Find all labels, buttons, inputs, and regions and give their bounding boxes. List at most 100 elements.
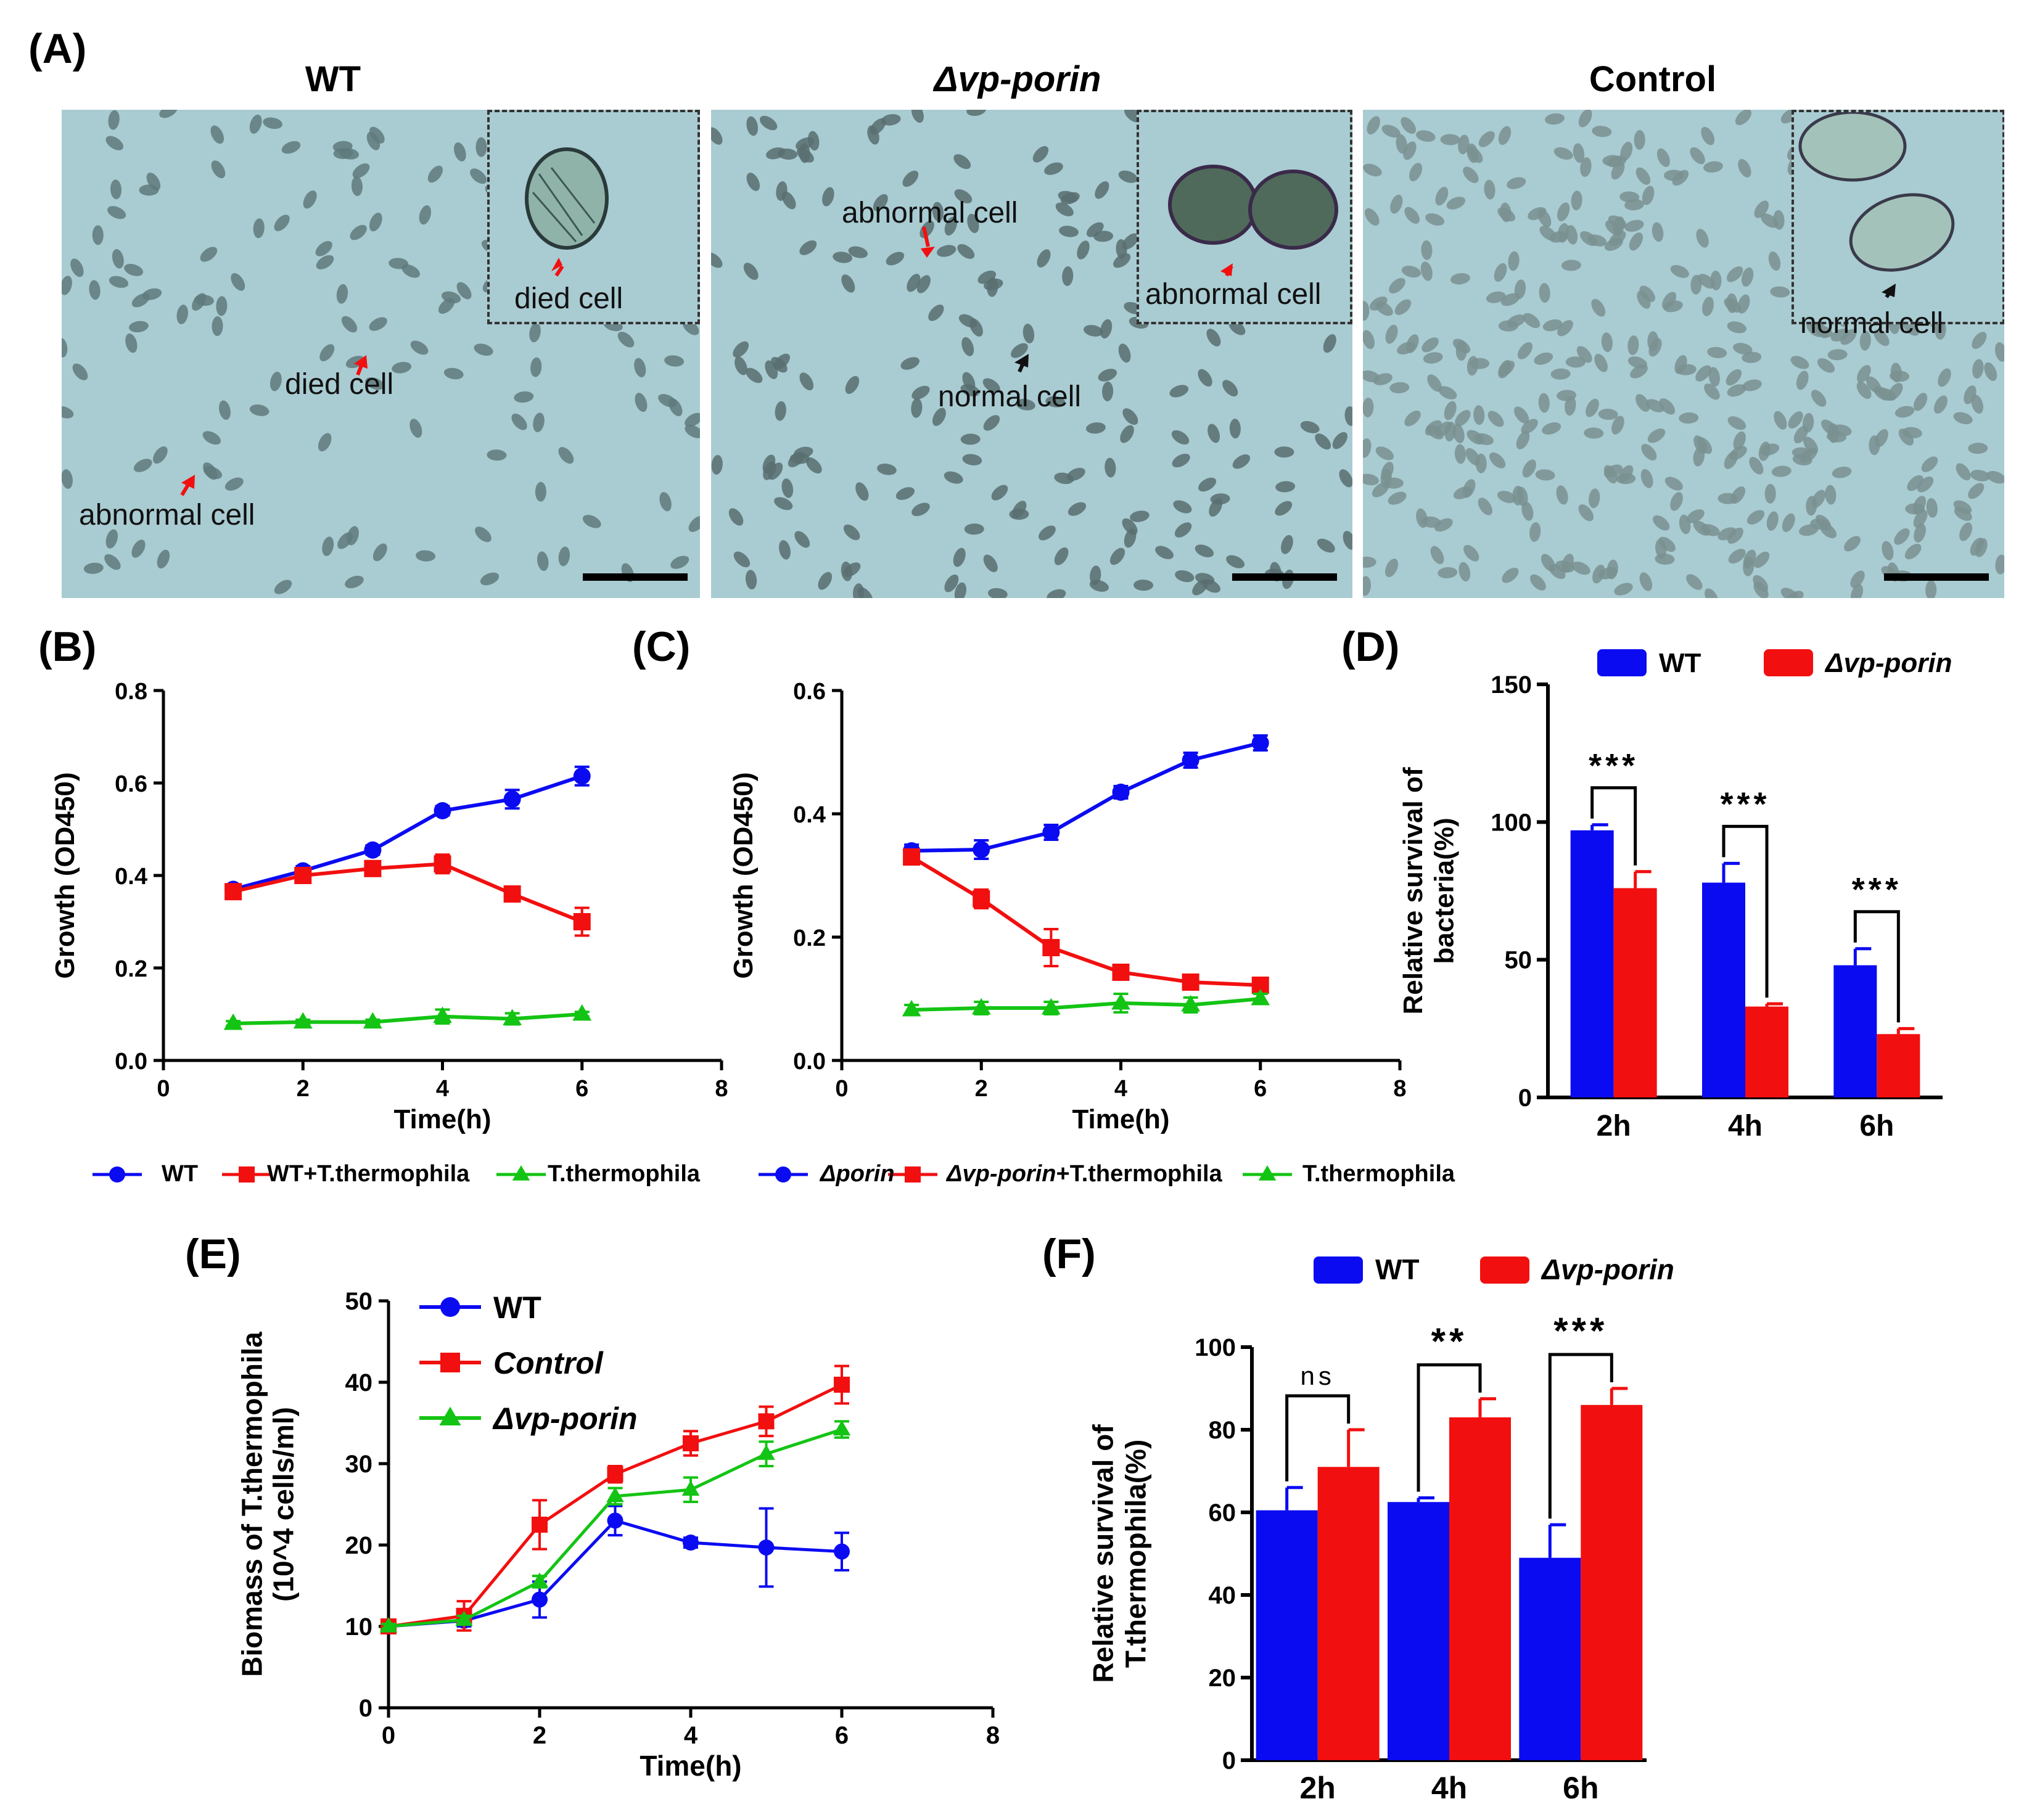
cell bbox=[1478, 131, 1495, 147]
cell bbox=[1771, 465, 1792, 477]
cell bbox=[1086, 222, 1104, 237]
cell bbox=[558, 447, 574, 464]
data-point bbox=[572, 1004, 592, 1021]
cell bbox=[944, 471, 963, 484]
cell bbox=[1487, 411, 1504, 427]
data-point bbox=[1111, 993, 1130, 1010]
cell bbox=[1171, 430, 1190, 445]
cell bbox=[1467, 430, 1484, 445]
cell bbox=[1425, 420, 1442, 436]
cell bbox=[1440, 134, 1460, 146]
y-axis-label-line: Relative survival of bbox=[1087, 1424, 1119, 1683]
cell bbox=[1105, 457, 1116, 478]
cell bbox=[1634, 129, 1645, 150]
cell bbox=[1925, 580, 1937, 598]
cell bbox=[1624, 219, 1644, 232]
category-label: 6h bbox=[1859, 1110, 1894, 1142]
cell bbox=[1727, 321, 1746, 334]
cell bbox=[1534, 352, 1553, 365]
y-tick-label: 0.4 bbox=[793, 802, 826, 828]
cell bbox=[982, 378, 1000, 393]
data-point bbox=[1041, 998, 1061, 1015]
data-point bbox=[224, 883, 242, 901]
y-tick-label: 150 bbox=[1491, 671, 1532, 699]
cell bbox=[1914, 523, 1926, 543]
cell bbox=[1206, 329, 1221, 346]
cell bbox=[1727, 416, 1746, 430]
y-tick-label: 0.0 bbox=[115, 1049, 147, 1075]
cell bbox=[1406, 334, 1419, 353]
bar-Δvp-porin-2h bbox=[1613, 888, 1657, 1097]
cell bbox=[514, 391, 534, 403]
cell bbox=[1642, 186, 1655, 205]
x-tick-label: 6 bbox=[1254, 1076, 1267, 1102]
cell bbox=[89, 280, 101, 300]
cell bbox=[900, 357, 919, 370]
series-line bbox=[233, 1012, 582, 1025]
x-tick-label: 4 bbox=[436, 1076, 449, 1102]
cell bbox=[1972, 332, 1987, 349]
cell bbox=[936, 245, 956, 257]
y-tick-label: 50 bbox=[345, 1288, 373, 1315]
cell bbox=[1907, 475, 1923, 491]
cell bbox=[1385, 559, 1399, 578]
cell bbox=[1970, 538, 1984, 556]
cell bbox=[781, 478, 794, 498]
cell bbox=[1726, 266, 1743, 282]
cell bbox=[1859, 330, 1871, 351]
cell bbox=[369, 212, 382, 232]
cell bbox=[1521, 419, 1538, 434]
cell bbox=[104, 554, 121, 570]
cell bbox=[1155, 546, 1174, 559]
category-label: 4h bbox=[1728, 1110, 1763, 1142]
cell bbox=[1047, 589, 1066, 598]
legend-marker bbox=[905, 1166, 921, 1183]
cell bbox=[1537, 209, 1552, 228]
cell bbox=[443, 367, 464, 380]
cell bbox=[1742, 379, 1762, 391]
cell bbox=[1438, 567, 1458, 578]
cell bbox=[176, 305, 188, 324]
data-point bbox=[683, 1435, 699, 1451]
cell bbox=[1578, 110, 1592, 128]
cell bbox=[966, 110, 986, 117]
cell bbox=[269, 371, 282, 391]
cell bbox=[475, 527, 492, 543]
cell bbox=[1404, 207, 1420, 224]
y-tick-label: 0.6 bbox=[793, 679, 826, 705]
cell bbox=[1592, 126, 1612, 137]
cell bbox=[456, 282, 472, 300]
cell bbox=[112, 249, 124, 269]
cell bbox=[416, 550, 436, 562]
cell bbox=[1964, 385, 1977, 404]
died-cell-inset-label: died cell bbox=[514, 282, 623, 315]
data-point bbox=[903, 848, 921, 866]
bar-Δvp-porin-6h bbox=[1877, 1034, 1920, 1097]
cell bbox=[779, 540, 791, 560]
cell bbox=[1770, 286, 1790, 298]
cell bbox=[1764, 483, 1776, 504]
significance-bracket bbox=[1285, 1394, 1351, 1482]
cell bbox=[1555, 560, 1575, 573]
legend-c-porin: Δporin bbox=[820, 1161, 895, 1187]
cell bbox=[1542, 422, 1561, 435]
cell bbox=[1693, 520, 1711, 536]
cell bbox=[1844, 536, 1861, 552]
cell bbox=[1332, 432, 1347, 449]
cell bbox=[1315, 433, 1331, 450]
cell bbox=[1850, 584, 1864, 598]
x-axis-label: Time(h) bbox=[393, 1104, 491, 1134]
cell bbox=[1529, 522, 1541, 542]
cell bbox=[1317, 538, 1335, 553]
cell bbox=[316, 255, 334, 269]
chart-d: 0 50 100 150 Relative survival ofbacteria(%)… bbox=[1398, 648, 1952, 1142]
cell bbox=[1611, 161, 1625, 180]
cell bbox=[1695, 365, 1711, 382]
cell bbox=[1363, 556, 1376, 568]
data-point bbox=[294, 867, 312, 884]
cell bbox=[1339, 469, 1352, 488]
data-point bbox=[433, 1006, 452, 1023]
series-Δporin bbox=[903, 734, 1269, 860]
cell bbox=[1521, 501, 1534, 521]
cell bbox=[1538, 393, 1550, 413]
